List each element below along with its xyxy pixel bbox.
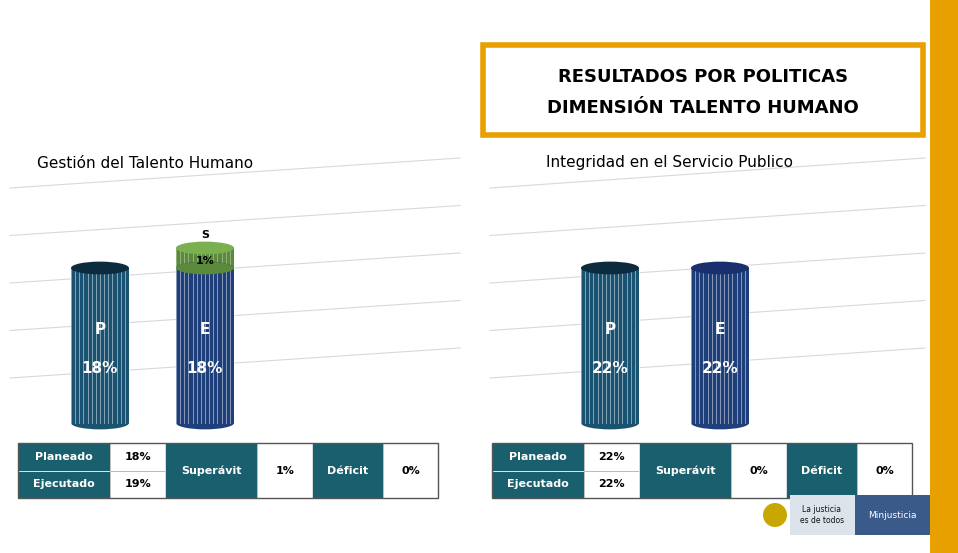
- Bar: [110, 471, 165, 498]
- Text: E: E: [715, 322, 725, 337]
- Text: Ejecutado: Ejecutado: [34, 479, 95, 489]
- Bar: [581, 268, 639, 423]
- Text: Ejecutado: Ejecutado: [508, 479, 569, 489]
- Bar: [691, 268, 749, 423]
- Bar: [258, 443, 312, 498]
- Ellipse shape: [176, 262, 234, 274]
- Bar: [18, 471, 110, 498]
- Text: 1%: 1%: [195, 257, 215, 267]
- Text: S: S: [201, 229, 209, 239]
- Bar: [731, 443, 786, 498]
- Text: Integridad en el Servicio Publico: Integridad en el Servicio Publico: [546, 155, 793, 170]
- Bar: [786, 443, 857, 498]
- Text: Minjusticia: Minjusticia: [868, 510, 916, 519]
- Text: 22%: 22%: [592, 361, 628, 376]
- Text: 0%: 0%: [749, 466, 768, 476]
- Text: La justicia
es de todos: La justicia es de todos: [800, 505, 844, 525]
- Ellipse shape: [691, 416, 749, 429]
- Bar: [176, 268, 234, 423]
- Text: E: E: [200, 322, 210, 337]
- Ellipse shape: [581, 416, 639, 429]
- Ellipse shape: [71, 262, 129, 274]
- Circle shape: [763, 503, 787, 527]
- Text: 22%: 22%: [599, 452, 625, 462]
- Text: 18%: 18%: [81, 361, 118, 376]
- Bar: [110, 443, 165, 471]
- Text: 18%: 18%: [125, 452, 151, 462]
- Bar: [930, 0, 958, 553]
- Bar: [855, 495, 930, 535]
- Bar: [18, 443, 110, 471]
- FancyBboxPatch shape: [483, 45, 923, 135]
- Text: 0%: 0%: [876, 466, 894, 476]
- Text: DIMENSIÓN TALENTO HUMANO: DIMENSIÓN TALENTO HUMANO: [547, 99, 859, 117]
- Text: 22%: 22%: [599, 479, 625, 489]
- Text: 1%: 1%: [275, 466, 294, 476]
- Text: P: P: [95, 322, 105, 337]
- Text: 19%: 19%: [125, 479, 151, 489]
- Bar: [165, 443, 258, 498]
- Bar: [492, 471, 584, 498]
- Text: Gestión del Talento Humano: Gestión del Talento Humano: [37, 155, 253, 170]
- Bar: [857, 443, 912, 498]
- Ellipse shape: [176, 416, 234, 429]
- Ellipse shape: [71, 416, 129, 429]
- Text: 22%: 22%: [701, 361, 739, 376]
- Text: 18%: 18%: [187, 361, 223, 376]
- Text: Superávit: Superávit: [181, 465, 241, 476]
- Bar: [492, 443, 584, 471]
- Bar: [639, 443, 731, 498]
- Text: Superávit: Superávit: [655, 465, 716, 476]
- Ellipse shape: [691, 262, 749, 274]
- Text: Planeado: Planeado: [35, 452, 93, 462]
- Text: RESULTADOS POR POLITICAS: RESULTADOS POR POLITICAS: [558, 67, 848, 86]
- Bar: [492, 443, 912, 498]
- Ellipse shape: [176, 242, 234, 254]
- Bar: [790, 495, 855, 535]
- Ellipse shape: [176, 262, 234, 274]
- Ellipse shape: [581, 262, 639, 274]
- Bar: [312, 443, 383, 498]
- Bar: [176, 248, 234, 268]
- Bar: [584, 443, 639, 471]
- Bar: [18, 443, 438, 498]
- Bar: [383, 443, 438, 498]
- Text: P: P: [604, 322, 616, 337]
- Text: Déficit: Déficit: [327, 466, 368, 476]
- Bar: [584, 471, 639, 498]
- Text: Déficit: Déficit: [801, 466, 842, 476]
- Bar: [71, 268, 129, 423]
- Text: Planeado: Planeado: [510, 452, 567, 462]
- Text: 0%: 0%: [401, 466, 420, 476]
